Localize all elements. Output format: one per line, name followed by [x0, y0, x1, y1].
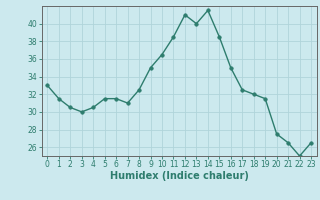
- X-axis label: Humidex (Indice chaleur): Humidex (Indice chaleur): [110, 171, 249, 181]
